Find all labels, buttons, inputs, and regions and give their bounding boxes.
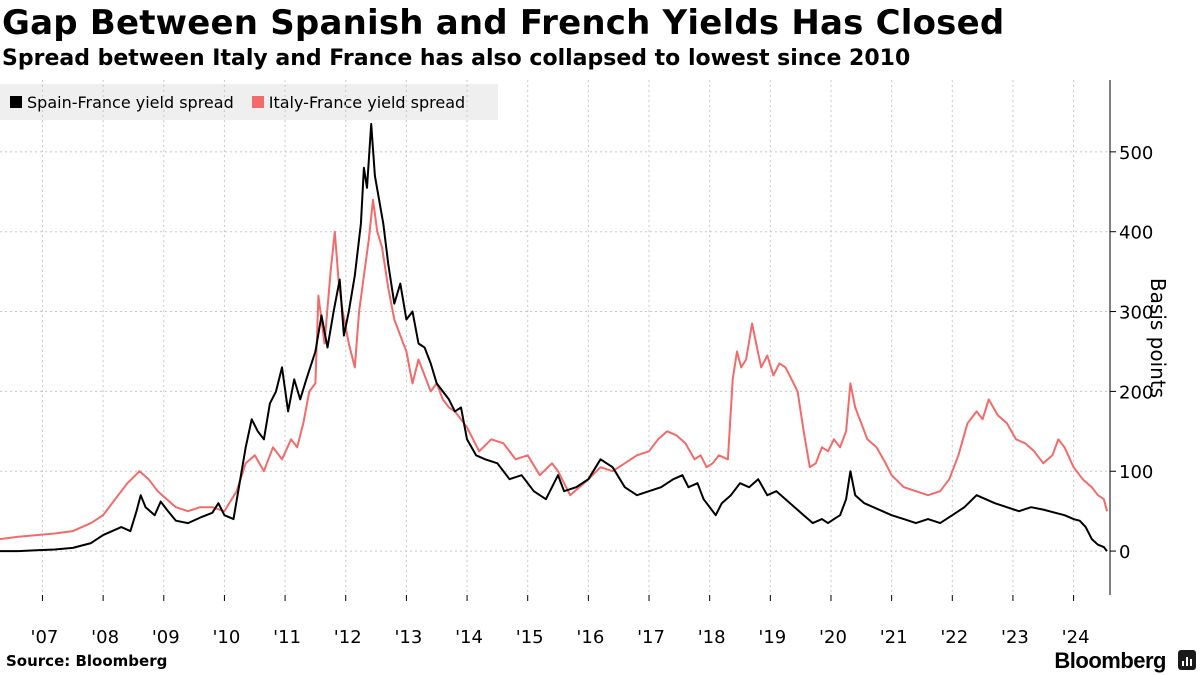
y-axis-label: Basis points: [1146, 277, 1170, 399]
legend-swatch-spain-france: [10, 96, 22, 108]
source-note: Source: Bloomberg: [6, 652, 168, 670]
legend-label-spain-france: Spain-France yield spread: [27, 92, 234, 112]
y-tick-label: 200: [1119, 382, 1153, 403]
y-tick-label: 0: [1119, 542, 1130, 563]
x-tick-label: '08: [91, 627, 119, 648]
y-tick-label: 300: [1119, 303, 1153, 324]
legend-label-italy-france: Italy-France yield spread: [268, 92, 466, 112]
chart-subtitle: Spread between Italy and France has also…: [2, 46, 911, 71]
series-line-italy-france: [0, 198, 1108, 541]
x-tick-label: '24: [1062, 627, 1090, 648]
x-tick-label: '17: [637, 627, 665, 648]
legend-item-italy-france: Italy-France yield spread: [251, 92, 466, 112]
y-tick-label: 400: [1119, 223, 1153, 244]
x-tick-label: '23: [1001, 627, 1029, 648]
x-tick-label: '16: [576, 627, 604, 648]
x-tick-label: '07: [31, 627, 59, 648]
bloomberg-logo: Bloomberg: [1054, 648, 1166, 673]
x-tick-label: '15: [516, 627, 544, 648]
legend-item-spain-france: Spain-France yield spread: [10, 93, 234, 112]
bloomberg-chart-icon: [1178, 650, 1196, 670]
x-tick-label: '11: [273, 627, 301, 648]
series-line-spain-france: [0, 122, 1108, 553]
x-tick-label: '21: [880, 627, 908, 648]
x-tick-label: '09: [152, 627, 180, 648]
x-tick-label: '14: [455, 627, 483, 648]
x-tick-label: '10: [212, 627, 240, 648]
y-tick-label: 100: [1119, 462, 1153, 483]
x-tick-label: '18: [698, 627, 726, 648]
x-tick-label: '12: [334, 627, 362, 648]
chart-title: Gap Between Spanish and French Yields Ha…: [2, 3, 1005, 43]
legend-swatch-italy-france: [251, 96, 264, 108]
x-tick-label: '20: [819, 627, 847, 648]
x-tick-label: '22: [940, 627, 968, 648]
legend: Spain-France yield spread Italy-France y…: [0, 84, 498, 120]
y-tick-label: 500: [1119, 143, 1153, 164]
x-tick-label: '13: [394, 627, 422, 648]
x-tick-label: '19: [758, 627, 786, 648]
